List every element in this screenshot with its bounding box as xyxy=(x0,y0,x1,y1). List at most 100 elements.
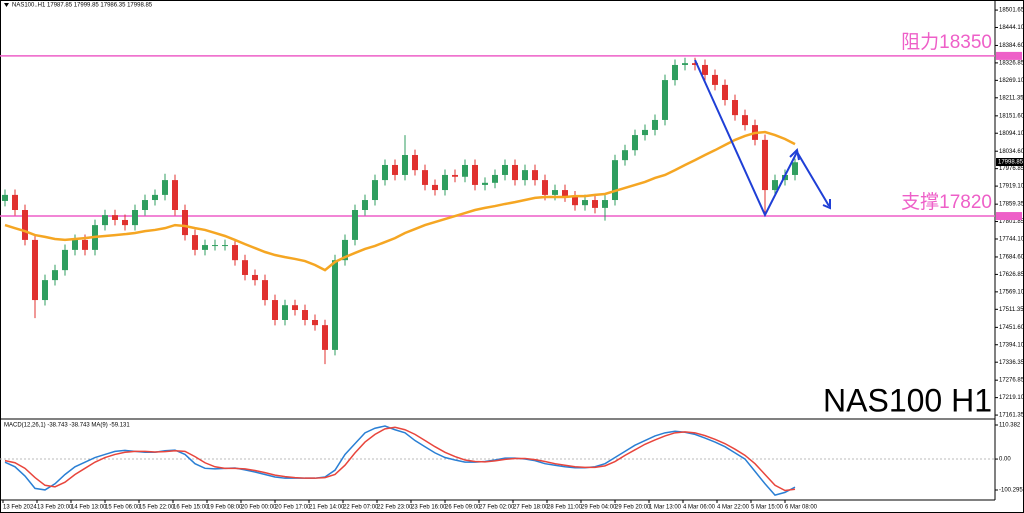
candle-body xyxy=(402,155,408,175)
candle-body xyxy=(512,164,518,181)
x-tick-label: 20 Feb 17:00 xyxy=(275,505,311,511)
header-icon xyxy=(4,3,9,7)
candle-body xyxy=(142,200,148,211)
candle-body xyxy=(292,305,298,311)
y-tick-label: 17219.10 xyxy=(999,395,1024,401)
candle-body xyxy=(422,170,428,185)
y-tick-label: 17569.10 xyxy=(999,289,1024,295)
candle-body xyxy=(262,280,268,301)
x-tick-label: 1 Mar 13:00 xyxy=(649,505,682,511)
candle-body xyxy=(352,210,358,240)
candle-body xyxy=(592,200,598,208)
candle-body xyxy=(122,219,128,226)
candle-body xyxy=(792,162,798,175)
x-tick-label: 6 Mar 08:00 xyxy=(785,505,818,511)
arrow-head xyxy=(822,199,831,210)
candle-body xyxy=(2,194,8,201)
x-tick-label: 27 Feb 18:00 xyxy=(513,505,549,511)
level-label: 阻力18350 xyxy=(901,31,992,53)
candle-body xyxy=(722,84,728,101)
candle-body xyxy=(622,150,628,161)
candle-body xyxy=(582,200,588,206)
candle-body xyxy=(652,119,658,130)
candle-body xyxy=(242,260,248,275)
candle-body xyxy=(222,245,228,247)
candle-body xyxy=(232,245,238,261)
x-tick-label: 22 Feb 07:00 xyxy=(343,505,379,511)
x-tick-label: 29 Feb 04:00 xyxy=(581,505,617,511)
y-tick-label: 17626.85 xyxy=(999,272,1024,278)
candle-body xyxy=(442,174,448,191)
current-price-tag xyxy=(996,158,1024,167)
y-tick-label: 18094.10 xyxy=(999,131,1024,137)
x-tick-label: 15 Feb 06:00 xyxy=(105,505,141,511)
candle-body xyxy=(542,180,548,195)
level-tag xyxy=(996,212,1022,221)
y-tick-label: 18384.60 xyxy=(999,43,1024,49)
level-label: 支撑17820 xyxy=(901,191,992,213)
candle-body xyxy=(272,300,278,320)
candle-body xyxy=(482,182,488,185)
candle-body xyxy=(492,174,498,183)
y-tick-label: 17859.35 xyxy=(999,202,1024,208)
y-tick-label: 17801.85 xyxy=(999,219,1024,225)
candle-body xyxy=(172,180,178,211)
macd-line xyxy=(4,426,796,492)
y-tick-label: -100.295 xyxy=(999,488,1023,494)
y-tick-label: 17451.60 xyxy=(999,325,1024,331)
x-tick-label: 21 Feb 14:00 xyxy=(309,505,345,511)
y-tick-label: 18151.60 xyxy=(999,113,1024,119)
x-tick-label: 14 Feb 13:00 xyxy=(71,505,107,511)
x-tick-label: 13 Feb 2024 xyxy=(3,505,37,511)
y-tick-label: 17276.85 xyxy=(999,378,1024,384)
candle-body xyxy=(282,305,288,320)
y-tick-label: 17161.35 xyxy=(999,413,1024,419)
candle-body xyxy=(412,155,418,171)
y-tick-label: 17744.10 xyxy=(999,237,1024,243)
candle-body xyxy=(502,164,508,175)
y-tick-label: 0.00 xyxy=(999,457,1011,463)
macd-label: MACD(12,26,1) -38.743 -38.743 MA(9) -59.… xyxy=(4,423,130,429)
candle-body xyxy=(102,215,108,226)
candle-body xyxy=(702,64,708,75)
candle-body xyxy=(212,245,218,247)
x-tick-label: 20 Feb 00:00 xyxy=(241,505,277,511)
candle-body xyxy=(42,280,48,301)
candle-body xyxy=(132,210,138,226)
candle-body xyxy=(332,260,338,350)
x-tick-label: 23 Feb 16:00 xyxy=(411,505,447,511)
candle-body xyxy=(162,180,168,195)
x-tick-label: 4 Mar 22:00 xyxy=(717,505,750,511)
y-tick-label: 17394.10 xyxy=(999,342,1024,348)
candle-body xyxy=(22,210,28,240)
x-tick-label: 13 Feb 20:00 xyxy=(37,505,73,511)
y-tick-label: 17336.35 xyxy=(999,360,1024,366)
y-tick-label: 18326.85 xyxy=(999,60,1024,66)
candle-body xyxy=(202,245,208,250)
candle-body xyxy=(112,215,118,220)
x-tick-label: 26 Feb 09:00 xyxy=(445,505,481,511)
y-tick-label: 18211.35 xyxy=(999,95,1024,101)
candle-body xyxy=(192,235,198,250)
candle-body xyxy=(712,74,718,85)
x-tick-label: 15 Feb 22:00 xyxy=(139,505,175,511)
x-tick-label: 4 Mar 06:00 xyxy=(683,505,716,511)
x-tick-label: 22 Feb 23:00 xyxy=(377,505,413,511)
current-price-label: 17998.85 xyxy=(998,160,1024,166)
x-tick-label: 28 Feb 11:00 xyxy=(547,505,583,511)
candle-body xyxy=(472,164,478,185)
candle-body xyxy=(572,196,578,206)
candle-body xyxy=(82,239,88,250)
candle-body xyxy=(62,249,68,271)
candle-body xyxy=(182,210,188,236)
candle-body xyxy=(562,190,568,197)
x-tick-label: 27 Feb 02:00 xyxy=(479,505,515,511)
plot: 18501.65 18444.10 18384.60 18326.85 18269.10… xyxy=(0,8,1024,511)
chart-title: NAS100 H1 xyxy=(823,382,992,418)
candle-body xyxy=(662,80,668,120)
candle-body xyxy=(252,274,258,281)
y-tick-label: 18034.60 xyxy=(999,149,1024,155)
forecast-path xyxy=(694,59,830,218)
